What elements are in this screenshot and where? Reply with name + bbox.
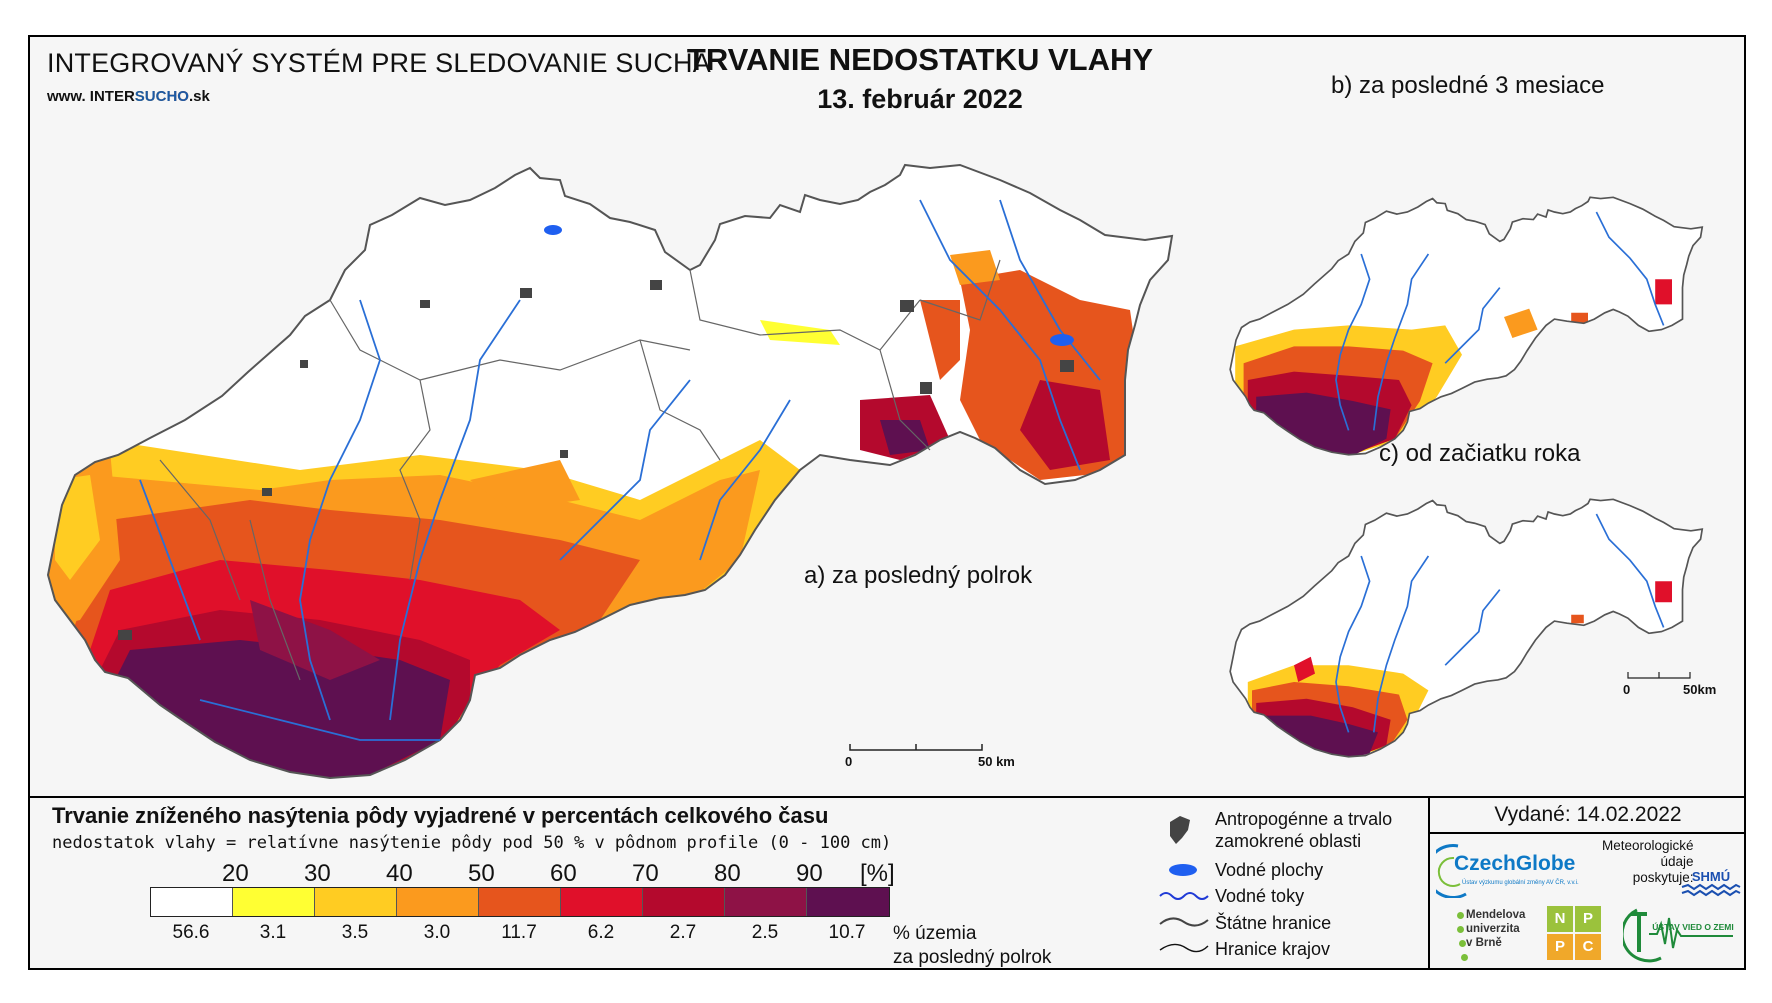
map-date: 13. február 2022 xyxy=(817,84,1023,114)
map-b xyxy=(1229,196,1704,456)
legend-colorbar xyxy=(150,887,890,917)
nppc-p1: P xyxy=(1575,906,1601,932)
share-note: % územia za posledný polrok xyxy=(893,922,1051,970)
shmu-text: SHMÚ xyxy=(1692,869,1730,884)
colorbar-class-8 xyxy=(725,888,807,916)
colorbar-class-1 xyxy=(151,888,233,916)
czechglobe-subtitle: Ústav výzkumu globální změny AV ČR, v.v.… xyxy=(1462,880,1579,886)
legend-separator-vertical xyxy=(1428,796,1430,970)
mendel-dots-icon xyxy=(1455,908,1468,964)
scale-small-end: 50km xyxy=(1683,682,1717,697)
share-value-4: 3.0 xyxy=(423,922,451,943)
share-value-5: 11.7 xyxy=(501,922,537,943)
scale-main-end: 50 km xyxy=(978,754,1015,769)
url-suffix: .sk xyxy=(188,88,210,105)
nppc-logo: N P P C xyxy=(1547,906,1603,962)
mendel-line-1: Mendelova xyxy=(1466,909,1526,921)
legend-separator-horizontal xyxy=(1428,832,1746,834)
uvz-text: ÚSTAV VIED O ZEMI xyxy=(1652,921,1733,932)
share-note-line2: za posledný polrok xyxy=(893,947,1052,968)
czechglobe-name: CzechGlobe xyxy=(1454,852,1576,875)
share-value-3: 3.5 xyxy=(341,922,369,943)
czechglobe-logo xyxy=(1436,844,1467,898)
map-c-label: c) od začiatku roka xyxy=(1379,440,1581,467)
tick-50: 50 xyxy=(468,860,495,887)
system-title: INTEGROVANÝ SYSTÉM PRE SLEDOVANIE SUCHA xyxy=(47,48,711,78)
title-block: TRVANIE NEDOSTATKU VLAHY 13. február 202… xyxy=(620,42,1220,115)
share-value-1: 56.6 xyxy=(172,922,210,943)
legend-anthropogenic-1: Antropogénne a trvalo xyxy=(1215,809,1393,829)
legend-subtitle: nedostatok vlahy = relatívne nasýtenie p… xyxy=(52,833,892,853)
nppc-c: C xyxy=(1575,934,1601,960)
colorbar-class-7 xyxy=(643,888,725,916)
legend-water-bodies: Vodné plochy xyxy=(1215,860,1324,880)
url-prefix: www. INTER xyxy=(47,88,135,105)
met-data-note: Meteorologické údaje poskytuje: xyxy=(1602,838,1694,886)
legend-state-border: Štátne hranice xyxy=(1215,913,1332,933)
share-value-9: 10.7 xyxy=(828,922,866,943)
water-body-icon xyxy=(1169,864,1197,876)
tick-80: 80 xyxy=(714,860,741,887)
colorbar-class-5 xyxy=(479,888,561,916)
issued-date: Vydané: 14.02.2022 xyxy=(1494,803,1682,826)
mendel-line-3: v Brně xyxy=(1466,937,1502,949)
anthropogenic-icon xyxy=(1170,816,1190,844)
share-value-8: 2.5 xyxy=(751,922,779,943)
share-value-2: 3.1 xyxy=(259,922,287,943)
legend-anthropogenic: Antropogénne a trvalo zamokrené oblasti xyxy=(1215,808,1392,852)
mendel-university: Mendelova univerzita v Brně xyxy=(1466,908,1525,950)
colorbar-class-4 xyxy=(397,888,479,916)
share-value-6: 6.2 xyxy=(587,922,615,943)
tick-70: 70 xyxy=(632,860,659,887)
colorbar-class-3 xyxy=(315,888,397,916)
met-line-3: poskytuje: xyxy=(1632,870,1694,885)
legend-anthropogenic-2: zamokrené oblasti xyxy=(1215,831,1362,851)
mendel-line-2: univerzita xyxy=(1466,923,1520,935)
legend-title: Trvanie zníženého nasýtenia pôdy vyjadre… xyxy=(52,803,829,828)
colorbar-class-2 xyxy=(233,888,315,916)
nppc-p2: P xyxy=(1547,934,1573,960)
main-title: TRVANIE NEDOSTATKU VLAHY xyxy=(686,42,1154,77)
tick-40: 40 xyxy=(386,860,413,887)
map-a-label: a) za posledný polrok xyxy=(804,562,1033,589)
share-value-7: 2.7 xyxy=(669,922,697,943)
map-b-label: b) za posledné 3 mesiace xyxy=(1331,72,1605,99)
met-line-1: Meteorologické xyxy=(1602,838,1694,853)
scale-main-zero: 0 xyxy=(845,754,853,769)
scale-bar-main xyxy=(849,744,983,751)
stream-icon xyxy=(1159,892,1209,900)
legend-region-border: Hranice krajov xyxy=(1215,939,1331,959)
shmu-logo: SHMÚ xyxy=(1681,869,1741,897)
scale-bar-small xyxy=(1627,672,1691,679)
uvz-logo: ÚSTAV VIED O ZEMI xyxy=(1623,908,1734,963)
legend-streams: Vodné toky xyxy=(1215,886,1305,906)
colorbar-class-9 xyxy=(807,888,889,916)
legend-panel xyxy=(28,796,1746,970)
nppc-n: N xyxy=(1547,906,1573,932)
share-note-line1: % územia xyxy=(893,923,977,944)
tick-90: 90 xyxy=(796,860,823,887)
map-c xyxy=(1229,498,1704,758)
region-border-icon xyxy=(1159,943,1209,953)
colorbar-class-6 xyxy=(561,888,643,916)
tick-unit: [%] xyxy=(860,860,895,887)
map-a xyxy=(46,163,1174,780)
website-url[interactable]: www. INTERSUCHO.sk xyxy=(47,88,210,105)
tick-20: 20 xyxy=(222,860,249,887)
tick-30: 30 xyxy=(304,860,331,887)
met-line-2: údaje xyxy=(1660,854,1694,869)
url-sucho: SUCHO xyxy=(134,88,189,105)
scale-small-zero: 0 xyxy=(1623,682,1631,697)
tick-60: 60 xyxy=(550,860,577,887)
state-border-icon xyxy=(1159,917,1209,927)
